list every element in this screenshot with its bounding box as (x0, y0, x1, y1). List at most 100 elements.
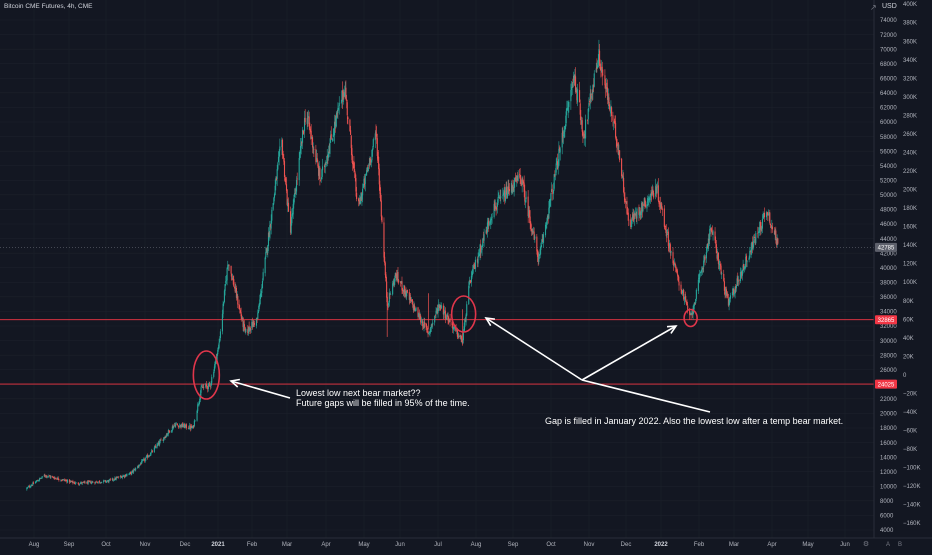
candle-body (149, 454, 151, 456)
candle-body (720, 265, 722, 274)
candle-body (733, 293, 735, 295)
candle-body (554, 175, 556, 177)
candle-body (168, 430, 170, 432)
candle-body (735, 284, 737, 289)
candle-body (409, 296, 411, 300)
candle-body (423, 321, 425, 329)
candle-body (347, 117, 349, 120)
secondary-tick-label: 160K (903, 225, 917, 231)
price-tick-label: 58000 (880, 135, 897, 141)
candle-body (196, 410, 198, 421)
candle-body (734, 287, 736, 294)
candle-body (717, 253, 719, 259)
candle-body (707, 243, 709, 249)
candle-body (456, 328, 458, 337)
price-label-box (875, 315, 897, 325)
candle-body (727, 293, 729, 299)
candle-body (175, 424, 177, 427)
candle-body (703, 260, 705, 267)
candle-body (667, 231, 669, 246)
candle-body (626, 200, 628, 214)
candle-body (87, 481, 89, 484)
candle-body (698, 277, 700, 279)
candle-body (420, 321, 422, 323)
price-tick-label: 12000 (880, 470, 897, 476)
candle-body (39, 478, 41, 479)
candle-body (46, 476, 49, 478)
candle-body (500, 196, 502, 198)
candle-body (472, 268, 474, 272)
candle-body (574, 74, 576, 80)
candles (26, 39, 779, 491)
candle-body (221, 313, 223, 332)
candle-body (36, 480, 39, 481)
time-tick-label: Sep (508, 542, 519, 548)
candle-body (265, 251, 267, 257)
candle-body (326, 161, 328, 164)
candle-body (342, 92, 344, 103)
candle-body (723, 273, 725, 281)
currency-label[interactable]: USD (882, 3, 897, 10)
candle-body (496, 202, 499, 207)
candle-body (216, 354, 218, 362)
candle-body (316, 158, 318, 162)
drawing-shapes (192, 295, 711, 413)
candle-body (302, 130, 304, 132)
candle-body (26, 487, 28, 490)
candle-body (238, 303, 240, 310)
candle-body (387, 305, 389, 307)
time-tick-label: Nov (584, 542, 595, 548)
candle-body (690, 313, 692, 316)
candle-body (735, 286, 737, 290)
expand-icon[interactable]: ↗ (870, 3, 877, 12)
candle-body (701, 268, 703, 270)
candle-body (248, 325, 250, 331)
candle-body (372, 148, 374, 151)
candle-body (26, 487, 29, 488)
candle-body (273, 193, 276, 198)
candle-body (428, 333, 430, 335)
candle-body (474, 266, 476, 269)
candle-body (702, 268, 704, 269)
price-label-box (875, 379, 897, 389)
candle-body (482, 237, 484, 240)
candle-body (318, 168, 320, 177)
candle-body (602, 74, 604, 76)
candle-body (758, 231, 760, 233)
candle-body (760, 228, 762, 231)
candle-body (233, 279, 235, 287)
candle-body (303, 117, 306, 132)
candle-body (446, 317, 448, 320)
candle-body (403, 285, 405, 293)
candle-body (46, 475, 48, 478)
candle-body (80, 482, 82, 484)
candle-body (575, 89, 577, 93)
candle-body (542, 234, 545, 243)
candle-body (261, 287, 263, 293)
candle-body (343, 91, 345, 98)
candle-body (361, 193, 363, 200)
candle-body (477, 258, 479, 264)
candle-body (358, 201, 360, 203)
candle-body (378, 156, 380, 170)
candle-body (285, 184, 288, 191)
candle-body (468, 285, 470, 305)
candle-body (340, 102, 342, 104)
candle-body (79, 483, 81, 485)
candle-body (685, 301, 687, 304)
candle-body (555, 163, 557, 173)
candle-body (418, 313, 420, 317)
candle-body (268, 232, 270, 237)
candle-body (597, 60, 599, 67)
candle-body (206, 386, 208, 388)
candle-body (250, 329, 252, 331)
candle-body (677, 273, 679, 277)
candle-body (165, 436, 167, 438)
candle-body (770, 225, 772, 229)
candle-body (54, 477, 57, 479)
price-tick-label: 14000 (880, 455, 897, 461)
price-tick-label: 72000 (880, 33, 897, 39)
time-tick-label: Apr (321, 542, 330, 548)
